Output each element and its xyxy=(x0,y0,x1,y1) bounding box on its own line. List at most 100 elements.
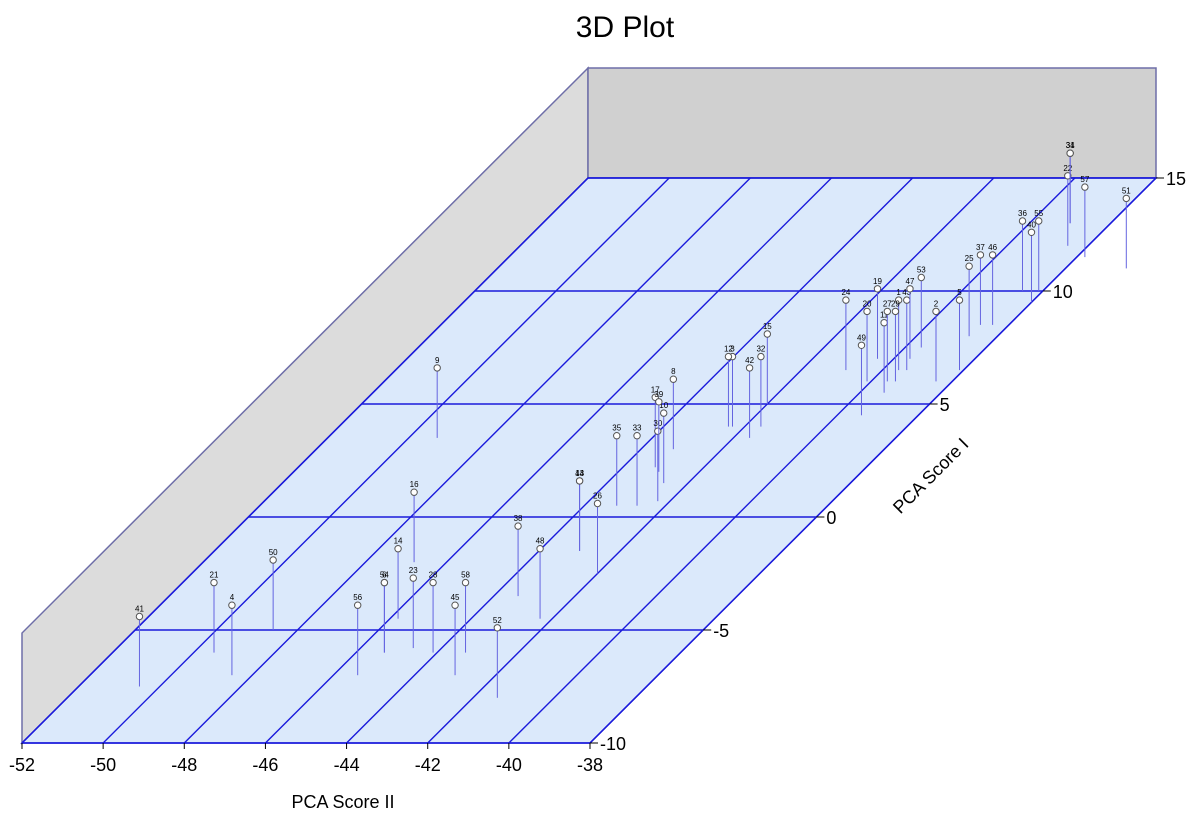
point-label: 42 xyxy=(745,356,754,365)
gridline-x xyxy=(21,177,589,744)
point-marker xyxy=(745,364,754,372)
point-marker xyxy=(1027,228,1036,237)
point-label: 12 xyxy=(724,345,733,354)
point-marker xyxy=(461,578,470,587)
chart-floor xyxy=(20,177,1158,744)
y-tick-label: 15 xyxy=(1166,169,1186,189)
point-label: 44 xyxy=(575,469,584,478)
gridline-x xyxy=(183,177,751,744)
point-label: 23 xyxy=(409,566,418,575)
point-marker xyxy=(1081,183,1089,191)
point-marker xyxy=(965,262,973,270)
point-marker xyxy=(451,601,459,609)
point-marker xyxy=(842,296,850,304)
y-tick-label: 10 xyxy=(1053,282,1073,302)
point-label: 26 xyxy=(593,492,602,501)
chart-points: 1234568910111213141516171920212223242526… xyxy=(135,141,1131,698)
y-axis-label: PCA Score I xyxy=(889,434,972,517)
x-axis-label: PCA Score II xyxy=(291,792,394,812)
point-marker xyxy=(228,601,236,609)
point-marker xyxy=(536,545,544,553)
point-marker xyxy=(1018,217,1027,225)
point-label: 11 xyxy=(880,311,889,320)
point-label: 50 xyxy=(269,548,278,557)
x-tick-label: -40 xyxy=(496,755,522,775)
point-label: 45 xyxy=(451,593,460,602)
point-label: 19 xyxy=(873,277,882,286)
point-marker xyxy=(763,330,772,338)
point-label: 52 xyxy=(493,616,502,625)
point-label: 37 xyxy=(976,243,985,252)
point-marker xyxy=(894,296,903,304)
point-marker xyxy=(988,251,997,259)
point-label: 29 xyxy=(891,299,900,308)
point-label: 25 xyxy=(965,254,974,263)
gridline-x xyxy=(346,177,914,744)
point-marker xyxy=(593,499,602,508)
point-label: 28 xyxy=(429,571,438,580)
point-label: 43 xyxy=(902,288,911,297)
x-tick-label: -46 xyxy=(252,755,278,775)
point-label: 51 xyxy=(1122,186,1131,195)
point-marker xyxy=(863,307,871,316)
point-label: 6 xyxy=(382,571,387,580)
point-marker xyxy=(976,251,985,259)
point-label: 48 xyxy=(536,537,545,546)
point-marker xyxy=(633,432,641,440)
point-marker xyxy=(410,488,418,496)
point-marker xyxy=(135,612,144,621)
point-label: 14 xyxy=(394,537,403,546)
point-marker xyxy=(575,477,584,485)
point-marker xyxy=(883,307,892,316)
point-label: 13 xyxy=(575,469,584,478)
point-label: 49 xyxy=(857,333,866,342)
point-marker xyxy=(932,307,940,316)
gridline-x xyxy=(589,177,1157,744)
point-label: 4 xyxy=(230,593,235,602)
point-label: 27 xyxy=(883,299,892,308)
point-label: 15 xyxy=(763,322,772,331)
point-label: 20 xyxy=(863,299,872,308)
x-tick-label: -50 xyxy=(90,755,116,775)
point-label: 39 xyxy=(654,390,663,399)
point-label: 41 xyxy=(135,605,144,614)
point-label: 8 xyxy=(671,367,676,376)
point-label: 1 xyxy=(896,288,901,297)
point-marker xyxy=(433,364,441,372)
x-tick-label: -48 xyxy=(171,755,197,775)
point-label: 16 xyxy=(410,480,419,489)
chart-gridlines xyxy=(21,177,1157,744)
point-label: 31 xyxy=(1066,141,1075,150)
point-marker xyxy=(380,578,389,587)
point-label: 46 xyxy=(988,243,997,252)
chart-title: 3D Plot xyxy=(576,11,675,44)
point-label: 10 xyxy=(659,401,668,410)
point-marker xyxy=(906,285,914,293)
point-marker xyxy=(409,574,417,582)
point-label: 21 xyxy=(210,571,219,580)
point-label: 24 xyxy=(841,288,850,297)
point-label: 55 xyxy=(1034,209,1043,218)
point-label: 53 xyxy=(917,266,926,275)
point-label: 38 xyxy=(514,514,523,523)
point-marker xyxy=(1064,172,1072,180)
point-label: 33 xyxy=(633,424,642,433)
point-marker xyxy=(880,319,888,327)
point-marker xyxy=(394,545,402,553)
point-label: 57 xyxy=(1080,175,1089,184)
point-label: 2 xyxy=(934,299,939,308)
point-marker xyxy=(917,273,925,282)
y-tick-label: 0 xyxy=(826,508,836,528)
chart-walls xyxy=(21,66,1157,745)
x-tick-label: -44 xyxy=(334,755,360,775)
point-label: 32 xyxy=(756,345,765,354)
point-label: 35 xyxy=(612,424,621,433)
point-marker xyxy=(613,432,621,440)
point-marker xyxy=(873,285,882,293)
point-label: 56 xyxy=(353,593,362,602)
point-marker xyxy=(857,341,866,349)
point-label: 5 xyxy=(957,288,962,297)
floor-plane xyxy=(20,177,1158,744)
